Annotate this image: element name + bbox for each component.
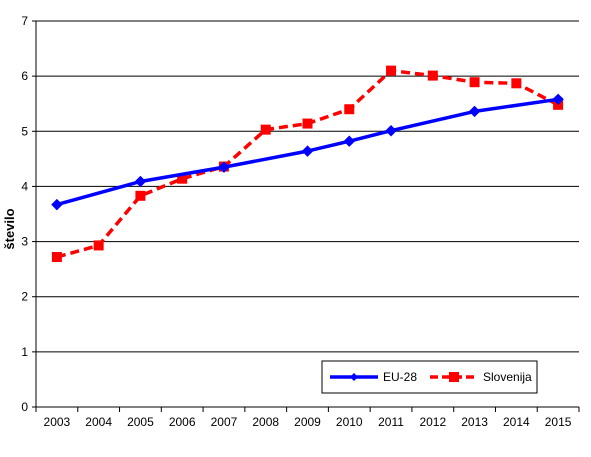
- data-point: [51, 252, 62, 263]
- legend-entry-label: Slovenija: [483, 370, 532, 384]
- series-line: [56, 97, 559, 207]
- data-point: [427, 70, 438, 81]
- x-tick-label: 2005: [127, 415, 154, 429]
- y-tick-label: 0: [21, 400, 28, 414]
- data-point: [260, 124, 271, 135]
- axes: [35, 21, 579, 408]
- x-tick-label: 2008: [252, 415, 279, 429]
- data-point: [177, 173, 188, 184]
- x-tick-label: 2014: [503, 415, 530, 429]
- data-point: [93, 240, 104, 251]
- x-tick-label: 2006: [169, 415, 196, 429]
- data-point: [344, 104, 355, 115]
- y-tick-label: 7: [21, 14, 28, 28]
- y-tick-label: 6: [21, 69, 28, 83]
- y-tick-label: 1: [21, 345, 28, 359]
- x-tick-label: 2015: [545, 415, 572, 429]
- x-tick-label: 2011: [378, 415, 404, 429]
- series-layer: [51, 65, 564, 263]
- data-point: [511, 78, 522, 89]
- series-eu-28: [51, 93, 564, 211]
- x-tick-label: 2007: [211, 415, 238, 429]
- legend: EU-28 Slovenija: [321, 360, 538, 394]
- data-point: [301, 145, 314, 157]
- y-axis-ticks: 0 1 2 3 4 5 6 7: [21, 14, 36, 414]
- data-point: [386, 65, 397, 76]
- data-point: [135, 190, 146, 201]
- data-point: [218, 161, 230, 173]
- legend-entry-label: EU-28: [383, 370, 417, 384]
- data-point: [385, 125, 397, 137]
- x-tick-label: 2009: [294, 415, 321, 429]
- data-point: [51, 198, 63, 211]
- x-tick-label: 2013: [461, 415, 488, 429]
- data-point: [469, 77, 480, 88]
- x-axis-ticks: 2003 2004 2005 2006 2007 2008 2009 2010 2011 2012…: [35, 407, 580, 429]
- data-point: [552, 93, 564, 106]
- legend-swatch-marker: [350, 373, 358, 381]
- data-point: [302, 118, 313, 129]
- y-tick-label: 2: [21, 290, 28, 304]
- data-point: [468, 105, 481, 118]
- y-tick-label: 5: [21, 124, 28, 138]
- y-tick-label: 4: [21, 179, 28, 193]
- x-tick-label: 2010: [336, 415, 363, 429]
- x-tick-label: 2012: [419, 415, 446, 429]
- data-point: [134, 175, 147, 188]
- x-tick-label: 2003: [44, 415, 71, 429]
- legend-swatch-marker: [449, 372, 459, 382]
- series-line: [56, 68, 559, 259]
- y-axis-label: število: [2, 208, 17, 249]
- x-tick-label: 2004: [85, 415, 112, 429]
- data-point: [343, 135, 355, 147]
- y-tick-label: 3: [21, 235, 28, 249]
- series-slovenija: [51, 65, 564, 263]
